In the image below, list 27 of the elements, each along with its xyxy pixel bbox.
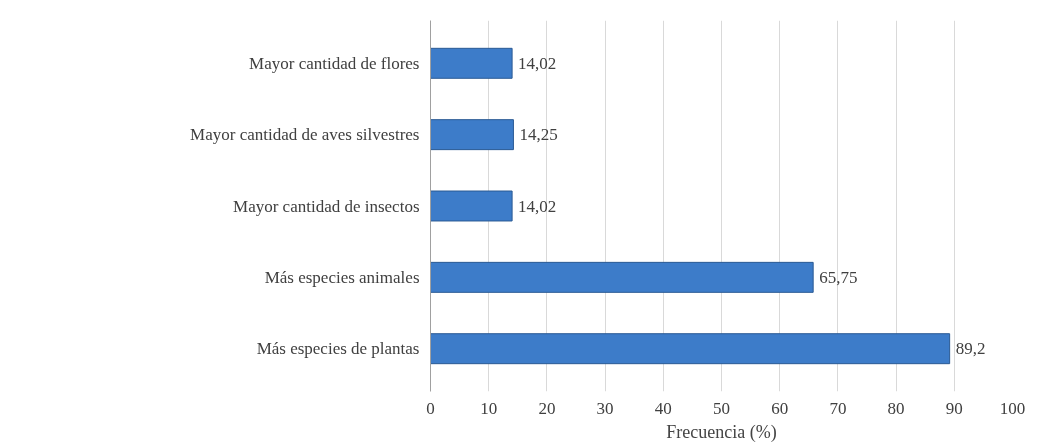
y-tick-label: Más especies de plantas bbox=[256, 339, 420, 359]
x-tick-label: 0 bbox=[426, 398, 435, 418]
bar bbox=[430, 190, 513, 222]
data-label: 14,02 bbox=[518, 53, 557, 73]
bar bbox=[430, 261, 814, 293]
bar bbox=[430, 119, 514, 151]
x-tick-label: 100 bbox=[999, 398, 1026, 418]
data-label: 89,2 bbox=[955, 339, 986, 359]
data-label: 14,25 bbox=[519, 125, 558, 145]
y-tick-label: Mayor cantidad de aves silvestres bbox=[190, 125, 420, 145]
x-tick-label: 30 bbox=[596, 398, 614, 418]
x-tick-label: 10 bbox=[480, 398, 498, 418]
x-tick-label: 20 bbox=[538, 398, 556, 418]
x-tick-label: 50 bbox=[713, 398, 730, 418]
y-tick-label: Más especies animales bbox=[264, 267, 420, 287]
x-tick-label: 60 bbox=[771, 398, 789, 418]
y-tick-label: Mayor cantidad de flores bbox=[249, 53, 420, 73]
bar bbox=[430, 47, 513, 79]
x-tick-label: 40 bbox=[654, 398, 672, 418]
x-axis-title: Frecuencia (%) bbox=[666, 421, 777, 443]
x-tick-label: 80 bbox=[887, 398, 905, 418]
data-label: 14,02 bbox=[518, 196, 557, 216]
bar bbox=[430, 333, 951, 365]
x-tick-label: 90 bbox=[945, 398, 963, 418]
x-tick-label: 70 bbox=[829, 398, 847, 418]
y-tick-label: Mayor cantidad de insectos bbox=[233, 196, 420, 216]
data-label: 65,75 bbox=[819, 267, 858, 287]
